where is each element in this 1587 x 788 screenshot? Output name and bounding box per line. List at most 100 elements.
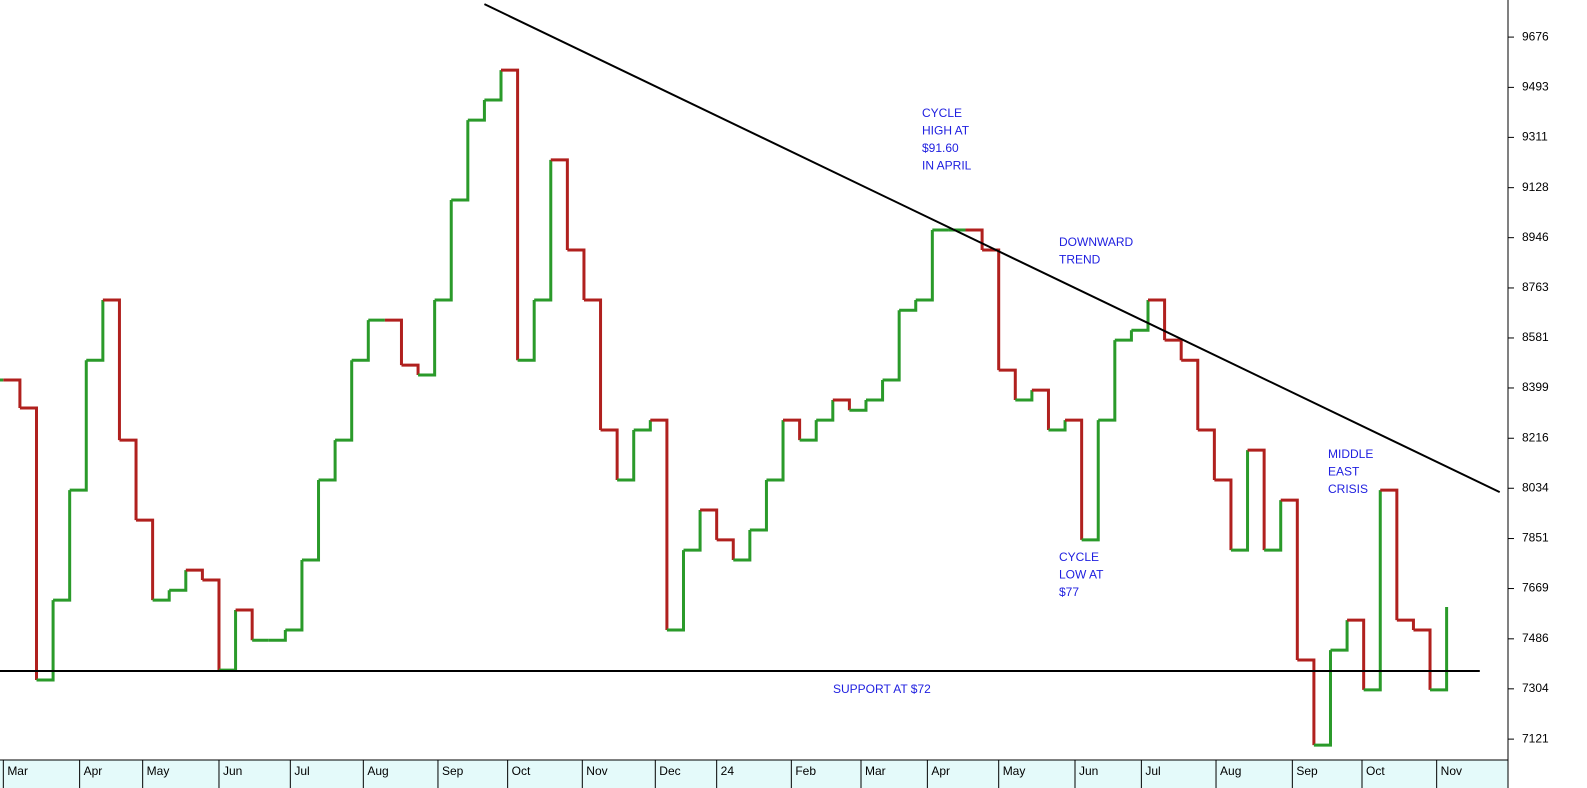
price-bar [152,590,171,602]
price-bar [3,378,22,409]
price-bar [882,310,901,382]
x-tick-label: Mar [865,764,886,778]
price-bar [816,400,835,422]
price-bar [169,570,188,592]
price-bar [617,430,636,482]
y-tick-label: 8946 [1522,230,1549,244]
price-bar [783,418,802,441]
price-bar [1297,658,1316,746]
x-tick-label: Nov [586,764,607,778]
y-tick-label: 8763 [1522,280,1549,294]
price-bar [1065,418,1084,540]
x-tick-label: Jul [294,764,309,778]
price-bar [1247,448,1266,551]
price-bar [19,406,38,681]
annotation: LOW AT [1059,568,1104,582]
price-bar [1396,618,1415,631]
price-bar [766,420,785,482]
x-tick-label: May [147,764,170,778]
price-bar [683,509,702,552]
price-bar [467,100,486,122]
x-tick-label: Feb [795,764,816,778]
y-tick-label: 7486 [1522,631,1549,645]
price-bar [849,400,868,412]
price-bar [749,480,768,532]
price-bar [1214,478,1233,551]
price-bar [1148,298,1167,341]
price-bar [700,508,719,540]
y-tick-label: 7304 [1522,681,1549,695]
price-bar [716,538,735,560]
y-tick-label: 8216 [1522,430,1549,444]
price-bar [1280,498,1299,660]
annotation: CYCLE [922,106,962,120]
price-bar [384,318,403,366]
annotation: $91.60 [922,141,959,155]
price-bar [1015,390,1034,402]
y-tick-label: 9493 [1522,80,1549,94]
price-bar [1181,358,1200,431]
price-bar [434,200,453,302]
price-bar [401,363,420,376]
price-bar [1031,388,1050,431]
annotation: HIGH AT [922,124,970,138]
x-tick-label: Jun [1079,764,1098,778]
price-bar [1430,606,1449,692]
x-tick-label: Mar [7,764,28,778]
price-bar [534,159,553,302]
price-bar [1164,338,1183,361]
price-bar [1363,490,1382,692]
price-bar [1380,488,1399,621]
price-bar [335,360,354,442]
annotation: EAST [1328,465,1360,479]
price-bar [318,440,337,482]
price-bar [136,518,155,601]
x-tick-label: Jul [1145,764,1160,778]
y-tick-label: 8581 [1522,330,1549,344]
price-bar [301,480,321,562]
price-bar [1114,330,1133,342]
annotation: $77 [1059,585,1079,599]
price-bar [832,398,851,411]
x-tick-label: Sep [1296,764,1318,778]
price-bar [119,438,138,521]
price-bar [799,420,818,442]
price-bar [285,559,304,632]
price-bar [1230,450,1250,552]
price-bar [998,368,1017,401]
price-bar [1197,428,1216,481]
price-bar [1048,420,1067,432]
x-tick-label: Apr [931,764,950,778]
y-tick-label: 8034 [1522,480,1549,494]
price-bar [899,300,918,312]
price-bar [36,600,55,682]
price-bar [102,298,121,441]
price-bar [567,248,586,301]
y-tick-label: 9128 [1522,180,1549,194]
x-tick-label: Aug [367,764,388,778]
price-bar [351,320,370,362]
x-tick-label: 24 [721,764,735,778]
price-bar [484,70,503,102]
price-bar [501,68,520,361]
price-bar [1264,500,1283,552]
price-bar [733,530,752,562]
price-bar [1081,420,1100,542]
price-bar [583,298,603,431]
x-tick-label: Sep [442,764,464,778]
annotation: MIDDLE [1328,447,1373,461]
price-bar [1098,340,1117,422]
annotation: CRISIS [1328,482,1368,496]
annotation: TREND [1059,253,1101,267]
annotation: IN APRIL [922,159,972,173]
price-bar [600,428,619,481]
price-bar [1413,628,1432,690]
price-bar [517,300,536,362]
price-bar [1330,620,1349,652]
x-tick-label: Apr [84,764,103,778]
price-bar [865,380,885,402]
y-tick-label: 7121 [1522,731,1549,745]
y-tick-label: 9311 [1522,130,1548,144]
